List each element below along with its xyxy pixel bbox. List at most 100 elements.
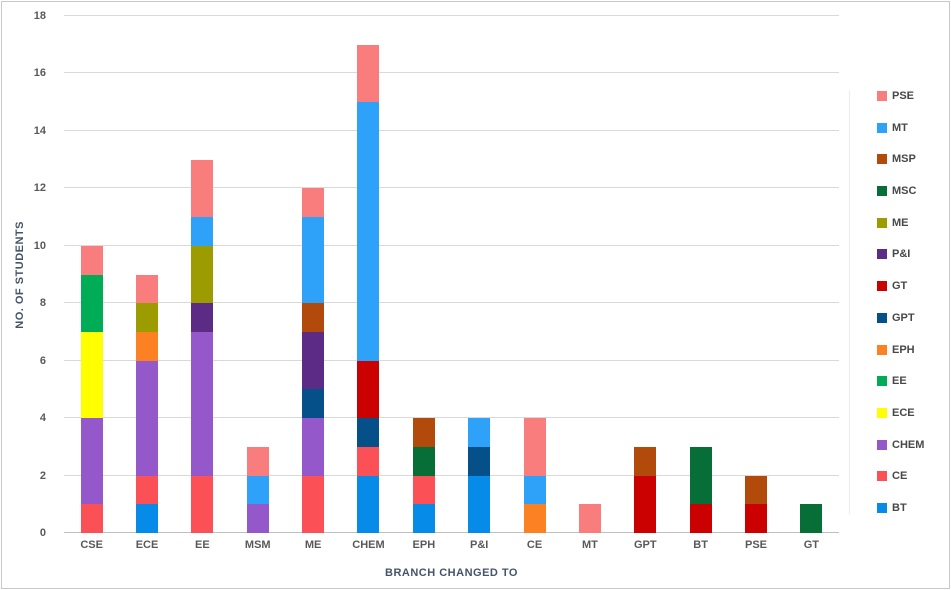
bar-P&I bbox=[468, 418, 491, 533]
bar-cell-EE bbox=[175, 16, 230, 533]
x-tick-label-ECE: ECE bbox=[135, 539, 159, 551]
bar-EPH bbox=[412, 418, 435, 533]
x-tick-label-CSE: CSE bbox=[80, 539, 103, 551]
legend-item-PSE: PSE bbox=[877, 90, 949, 102]
bar-segment-EPH-CE bbox=[412, 475, 435, 505]
bar-segment-CHEM-PSE bbox=[357, 44, 380, 103]
legend-swatch-ECE bbox=[877, 407, 887, 418]
bar-segment-CSE-CE bbox=[80, 504, 103, 533]
bar-segment-ECE-CHEM bbox=[136, 360, 159, 476]
bar-MSM bbox=[246, 446, 269, 533]
x-tick-label-PSE: PSE bbox=[744, 539, 767, 551]
bar-segment-EPH-MSC bbox=[412, 446, 435, 476]
bar-segment-P&I-MT bbox=[468, 418, 491, 447]
bar-segment-P&I-BT bbox=[468, 475, 491, 533]
x-axis-labels: CSE ECE EE MSM ME CHEM EPH P&I CE MT GPT BT PSE GT bbox=[64, 539, 839, 555]
legend-swatch-P&I bbox=[877, 249, 887, 260]
bar-segment-GPT-MSP bbox=[634, 446, 657, 476]
bar-segment-MSM-MT bbox=[246, 475, 269, 505]
gridline-y16 bbox=[64, 72, 839, 74]
bar-segment-P&I-GPT bbox=[468, 446, 491, 476]
bar-segment-ME-CHEM bbox=[302, 418, 325, 476]
gridline-y18 bbox=[64, 15, 839, 16]
bar-segment-ME-GPT bbox=[302, 389, 325, 419]
gridline-y6 bbox=[64, 359, 839, 361]
legend-swatch-MSC bbox=[877, 186, 887, 197]
bar-CE bbox=[523, 418, 546, 533]
legend-label-PSE: PSE bbox=[892, 90, 915, 102]
y-tick-label-6: 6 bbox=[39, 354, 46, 367]
bar-segment-BT-MSC bbox=[689, 446, 712, 505]
bar-cell-CHEM bbox=[341, 16, 396, 533]
legend-item-CHEM: CHEM bbox=[877, 439, 949, 451]
bar-EE bbox=[191, 159, 214, 533]
bar-GPT bbox=[634, 446, 657, 533]
bar-segment-EE-MT bbox=[191, 217, 214, 246]
x-tick-label-ME: ME bbox=[304, 539, 322, 551]
x-tick-label-EE: EE bbox=[195, 539, 210, 551]
legend-swatch-EE bbox=[877, 376, 887, 387]
bar-segment-EE-P&I bbox=[191, 303, 214, 332]
bar-cell-MT bbox=[562, 16, 617, 533]
bar-segment-ME-PSE bbox=[302, 188, 325, 218]
x-tick-label-MSM: MSM bbox=[244, 539, 271, 551]
bar-segment-ECE-BT bbox=[136, 504, 159, 533]
legend-swatch-CHEM bbox=[877, 439, 887, 450]
bar-segment-ME-MSP bbox=[302, 303, 325, 332]
legend-item-ME: ME bbox=[877, 217, 949, 229]
bar-segment-EPH-MSP bbox=[412, 418, 435, 447]
bar-segment-CSE-CHEM bbox=[80, 418, 103, 505]
legend-label-EPH: EPH bbox=[892, 343, 915, 356]
legend-label-P&I: P&I bbox=[892, 248, 911, 261]
legend-item-EE: EE bbox=[877, 375, 949, 387]
bar-segment-CE-PSE bbox=[523, 418, 546, 476]
bar-segment-ECE-CE bbox=[136, 475, 159, 505]
bar-MT bbox=[578, 504, 601, 533]
bar-segment-EE-PSE bbox=[191, 159, 214, 218]
bar-segment-CHEM-GT bbox=[357, 360, 380, 419]
x-axis-title: BRANCH CHANGED TO bbox=[385, 567, 518, 579]
legend-item-MT: MT bbox=[877, 122, 949, 134]
legend-item-ECE: ECE bbox=[877, 407, 949, 419]
legend-swatch-MT bbox=[877, 122, 887, 133]
x-tick-label-EPH: EPH bbox=[412, 539, 436, 551]
bar-segment-CHEM-BT bbox=[357, 475, 380, 533]
bar-segment-BT-GT bbox=[689, 504, 712, 533]
bar-segment-MSM-PSE bbox=[246, 446, 269, 476]
gridline-y4 bbox=[64, 417, 839, 419]
bar-segment-ME-MT bbox=[302, 217, 325, 304]
y-tick-label-4: 4 bbox=[39, 412, 46, 425]
bar-segment-CHEM-CE bbox=[357, 446, 380, 476]
bar-segment-CE-MT bbox=[523, 475, 546, 505]
legend-label-CE: CE bbox=[892, 470, 908, 483]
gridline-y14 bbox=[64, 129, 839, 131]
gridline-y8 bbox=[64, 302, 839, 304]
bar-cell-ME bbox=[285, 16, 340, 533]
legend-item-BT: BT bbox=[877, 502, 949, 514]
legend-item-GT: GT bbox=[877, 280, 949, 292]
legend-label-EE: EE bbox=[892, 375, 907, 388]
bar-segment-CHEM-GPT bbox=[357, 418, 380, 447]
bar-segment-MT-PSE bbox=[578, 504, 601, 533]
bar-cell-MSM bbox=[230, 16, 285, 533]
legend-label-ECE: ECE bbox=[892, 406, 915, 419]
legend-swatch-BT bbox=[877, 502, 887, 513]
x-tick-label-GT: GT bbox=[803, 539, 819, 551]
bar-segment-CSE-ECE bbox=[80, 331, 103, 419]
legend-swatch-GT bbox=[877, 281, 887, 292]
bar-segment-CSE-EE bbox=[80, 274, 103, 332]
legend-swatch-GPT bbox=[877, 312, 887, 323]
bar-segment-CSE-PSE bbox=[80, 245, 103, 275]
x-tick-label-P&I: P&I bbox=[470, 539, 489, 551]
gridline-y12 bbox=[64, 187, 839, 189]
legend: PSE MT MSP MSC ME P&I GT GPT EPH EE ECE CHEM CE BT bbox=[849, 90, 949, 514]
bar-PSE bbox=[744, 475, 767, 533]
legend-label-MT: MT bbox=[892, 121, 908, 134]
bar-segment-ME-P&I bbox=[302, 331, 325, 390]
y-tick-label-18: 18 bbox=[33, 10, 46, 22]
legend-swatch-MSP bbox=[877, 154, 887, 165]
bar-segment-GT-MSC bbox=[800, 504, 823, 533]
bar-cell-BT bbox=[673, 16, 728, 533]
legend-item-CE: CE bbox=[877, 470, 949, 482]
